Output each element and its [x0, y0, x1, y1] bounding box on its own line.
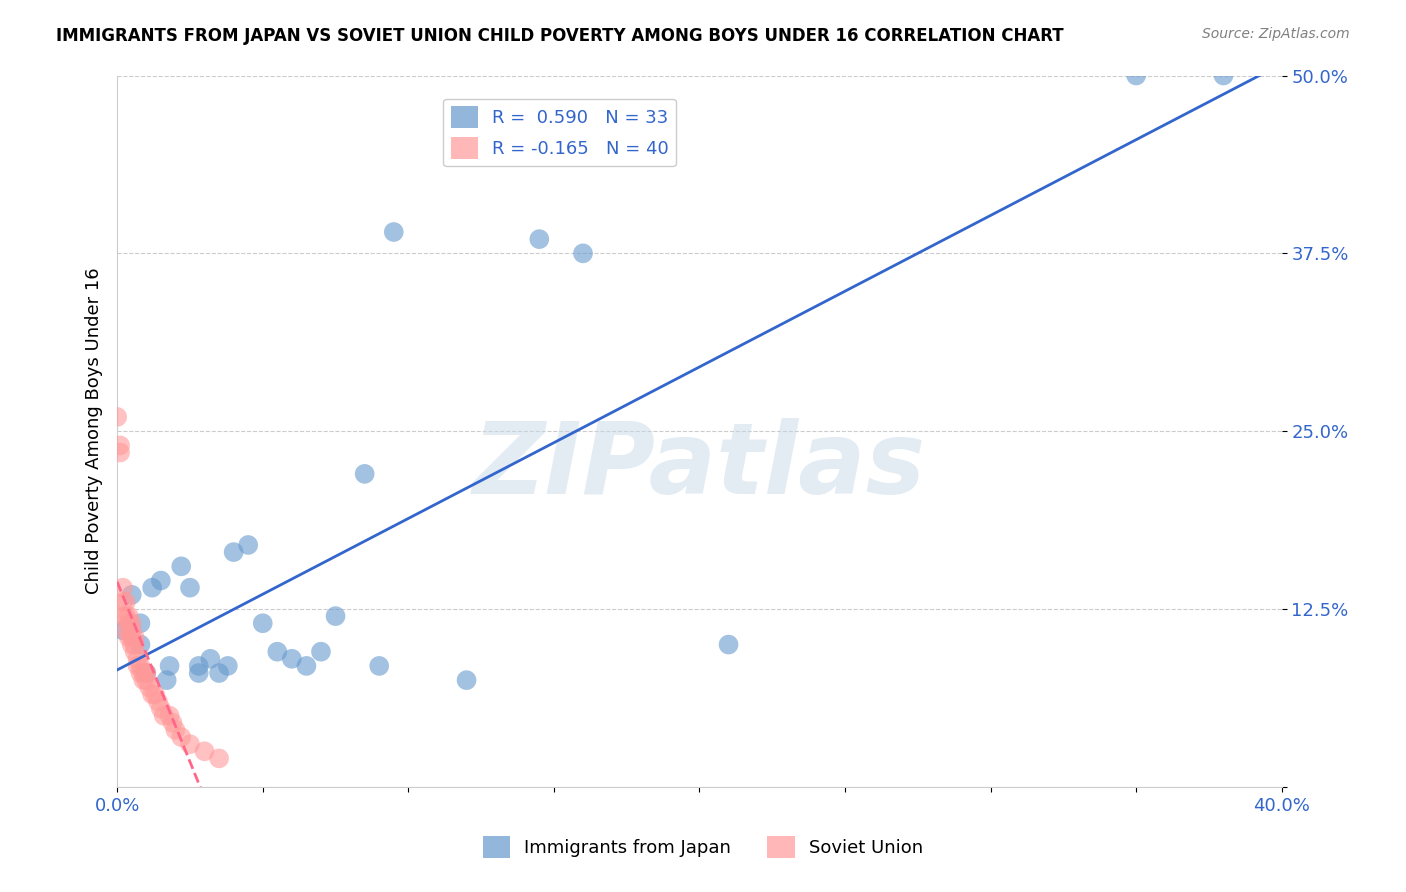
- Point: [281, 652, 304, 666]
- Point: [129, 638, 152, 652]
- Point: [132, 666, 155, 681]
- Point: [111, 581, 134, 595]
- Point: [135, 666, 157, 681]
- Point: [309, 645, 332, 659]
- Point: [456, 673, 478, 687]
- Point: [129, 666, 152, 681]
- Point: [149, 701, 172, 715]
- Point: [124, 631, 146, 645]
- Point: [138, 680, 160, 694]
- Point: [159, 708, 181, 723]
- Point: [121, 588, 143, 602]
- Point: [124, 645, 146, 659]
- Point: [208, 751, 231, 765]
- Point: [266, 645, 288, 659]
- Point: [162, 715, 184, 730]
- Point: [111, 624, 134, 638]
- Point: [238, 538, 260, 552]
- Point: [353, 467, 375, 481]
- Point: [572, 246, 595, 260]
- Point: [121, 631, 143, 645]
- Point: [141, 581, 163, 595]
- Point: [105, 409, 128, 424]
- Point: [159, 659, 181, 673]
- Point: [143, 687, 166, 701]
- Point: [170, 730, 193, 744]
- Point: [115, 595, 138, 609]
- Point: [200, 652, 222, 666]
- Point: [115, 609, 138, 624]
- Point: [152, 708, 174, 723]
- Point: [187, 659, 209, 673]
- Text: IMMIGRANTS FROM JAPAN VS SOVIET UNION CHILD POVERTY AMONG BOYS UNDER 16 CORRELAT: IMMIGRANTS FROM JAPAN VS SOVIET UNION CH…: [56, 27, 1064, 45]
- Point: [1212, 69, 1234, 83]
- Point: [135, 666, 157, 681]
- Text: ZIPatlas: ZIPatlas: [472, 418, 927, 516]
- Legend: R =  0.590   N = 33, R = -0.165   N = 40: R = 0.590 N = 33, R = -0.165 N = 40: [443, 99, 676, 166]
- Point: [179, 737, 201, 751]
- Text: Source: ZipAtlas.com: Source: ZipAtlas.com: [1202, 27, 1350, 41]
- Point: [146, 694, 169, 708]
- Point: [325, 609, 347, 624]
- Point: [127, 652, 149, 666]
- Point: [149, 574, 172, 588]
- Point: [129, 616, 152, 631]
- Point: [170, 559, 193, 574]
- Point: [121, 616, 143, 631]
- Point: [529, 232, 551, 246]
- Point: [217, 659, 239, 673]
- Point: [129, 659, 152, 673]
- Point: [108, 445, 131, 459]
- Point: [118, 631, 141, 645]
- Point: [222, 545, 245, 559]
- Point: [118, 609, 141, 624]
- Point: [118, 616, 141, 631]
- Point: [165, 723, 187, 737]
- Point: [252, 616, 274, 631]
- Point: [382, 225, 405, 239]
- Point: [121, 624, 143, 638]
- Point: [208, 666, 231, 681]
- Point: [1125, 69, 1147, 83]
- Point: [193, 744, 215, 758]
- Point: [111, 595, 134, 609]
- Point: [156, 673, 179, 687]
- Point: [187, 666, 209, 681]
- Point: [108, 438, 131, 452]
- Point: [717, 638, 740, 652]
- Point: [368, 659, 391, 673]
- Point: [127, 659, 149, 673]
- Point: [132, 673, 155, 687]
- Point: [121, 638, 143, 652]
- Point: [141, 687, 163, 701]
- Legend: Immigrants from Japan, Soviet Union: Immigrants from Japan, Soviet Union: [475, 829, 931, 865]
- Point: [135, 673, 157, 687]
- Point: [179, 581, 201, 595]
- Point: [124, 638, 146, 652]
- Point: [115, 624, 138, 638]
- Point: [295, 659, 318, 673]
- Point: [111, 609, 134, 624]
- Y-axis label: Child Poverty Among Boys Under 16: Child Poverty Among Boys Under 16: [86, 268, 103, 594]
